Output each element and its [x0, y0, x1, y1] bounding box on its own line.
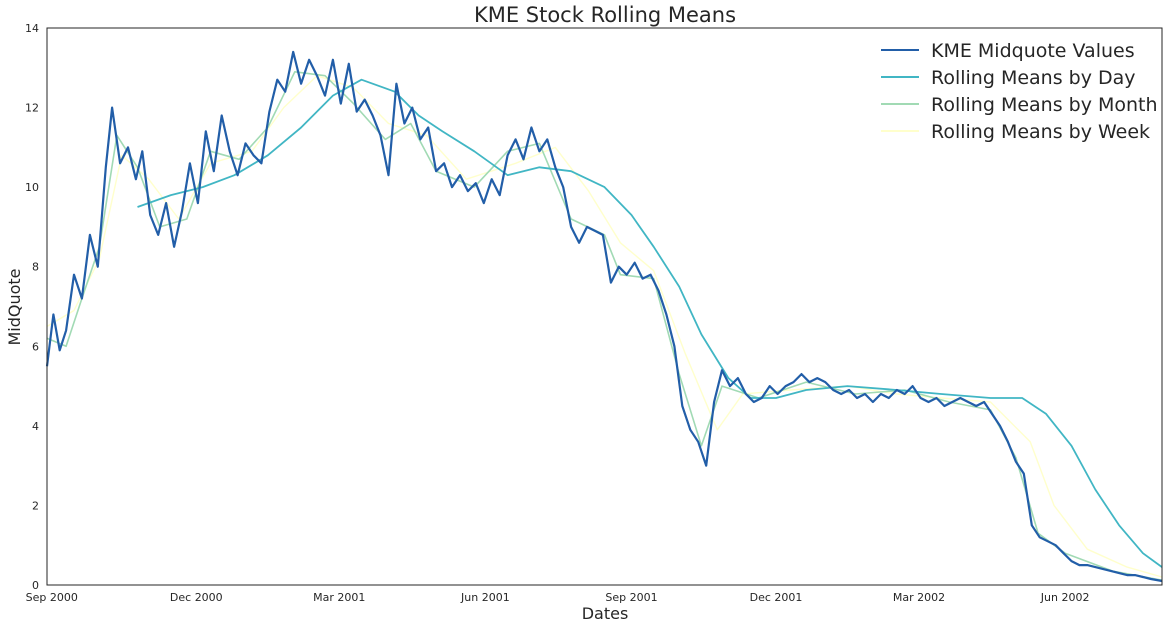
y-tick-label: 12	[25, 102, 39, 115]
plot-lines	[45, 50, 1163, 583]
x-tick-label: Jun 2002	[1040, 591, 1090, 604]
y-axis-label: MidQuote	[5, 268, 24, 345]
legend-label: Rolling Means by Month	[931, 94, 1158, 116]
legend-label: KME Midquote Values	[931, 40, 1135, 62]
series-line-1	[45, 50, 1163, 583]
legend-label: Rolling Means by Day	[931, 67, 1136, 89]
y-tick-label: 2	[32, 499, 39, 512]
series-line-4	[46, 75, 1163, 578]
legend: KME Midquote Values Rolling Means by Day R…	[881, 40, 1158, 143]
plot-frame	[46, 27, 1163, 586]
x-tick-label: Sep 2001	[605, 591, 657, 604]
y-tick-label: 4	[32, 420, 39, 433]
x-axis-ticks: Sep 2000 Dec 2000 Mar 2001 Jun 2001 Sep 2001…	[26, 591, 1090, 604]
x-tick-label: Jun 2001	[460, 591, 510, 604]
y-tick-label: 10	[25, 181, 39, 194]
y-tick-label: 8	[32, 261, 39, 274]
series-line-2	[137, 78, 1163, 568]
y-tick-label: 0	[32, 579, 39, 592]
x-tick-label: Mar 2002	[893, 591, 945, 604]
x-axis-label: Dates	[582, 604, 629, 623]
x-tick-label: Dec 2001	[750, 591, 803, 604]
x-tick-label: Sep 2000	[26, 591, 78, 604]
y-tick-label: 14	[25, 22, 39, 35]
series-line-3	[46, 71, 1163, 581]
x-tick-label: Mar 2001	[313, 591, 365, 604]
x-tick-label: Dec 2000	[170, 591, 223, 604]
chart-title: KME Stock Rolling Means	[474, 3, 736, 27]
y-tick-label: 6	[32, 340, 39, 353]
y-axis-ticks: 0 2 4 6 8 10 12 14	[25, 22, 39, 592]
legend-label: Rolling Means by Week	[931, 121, 1150, 143]
